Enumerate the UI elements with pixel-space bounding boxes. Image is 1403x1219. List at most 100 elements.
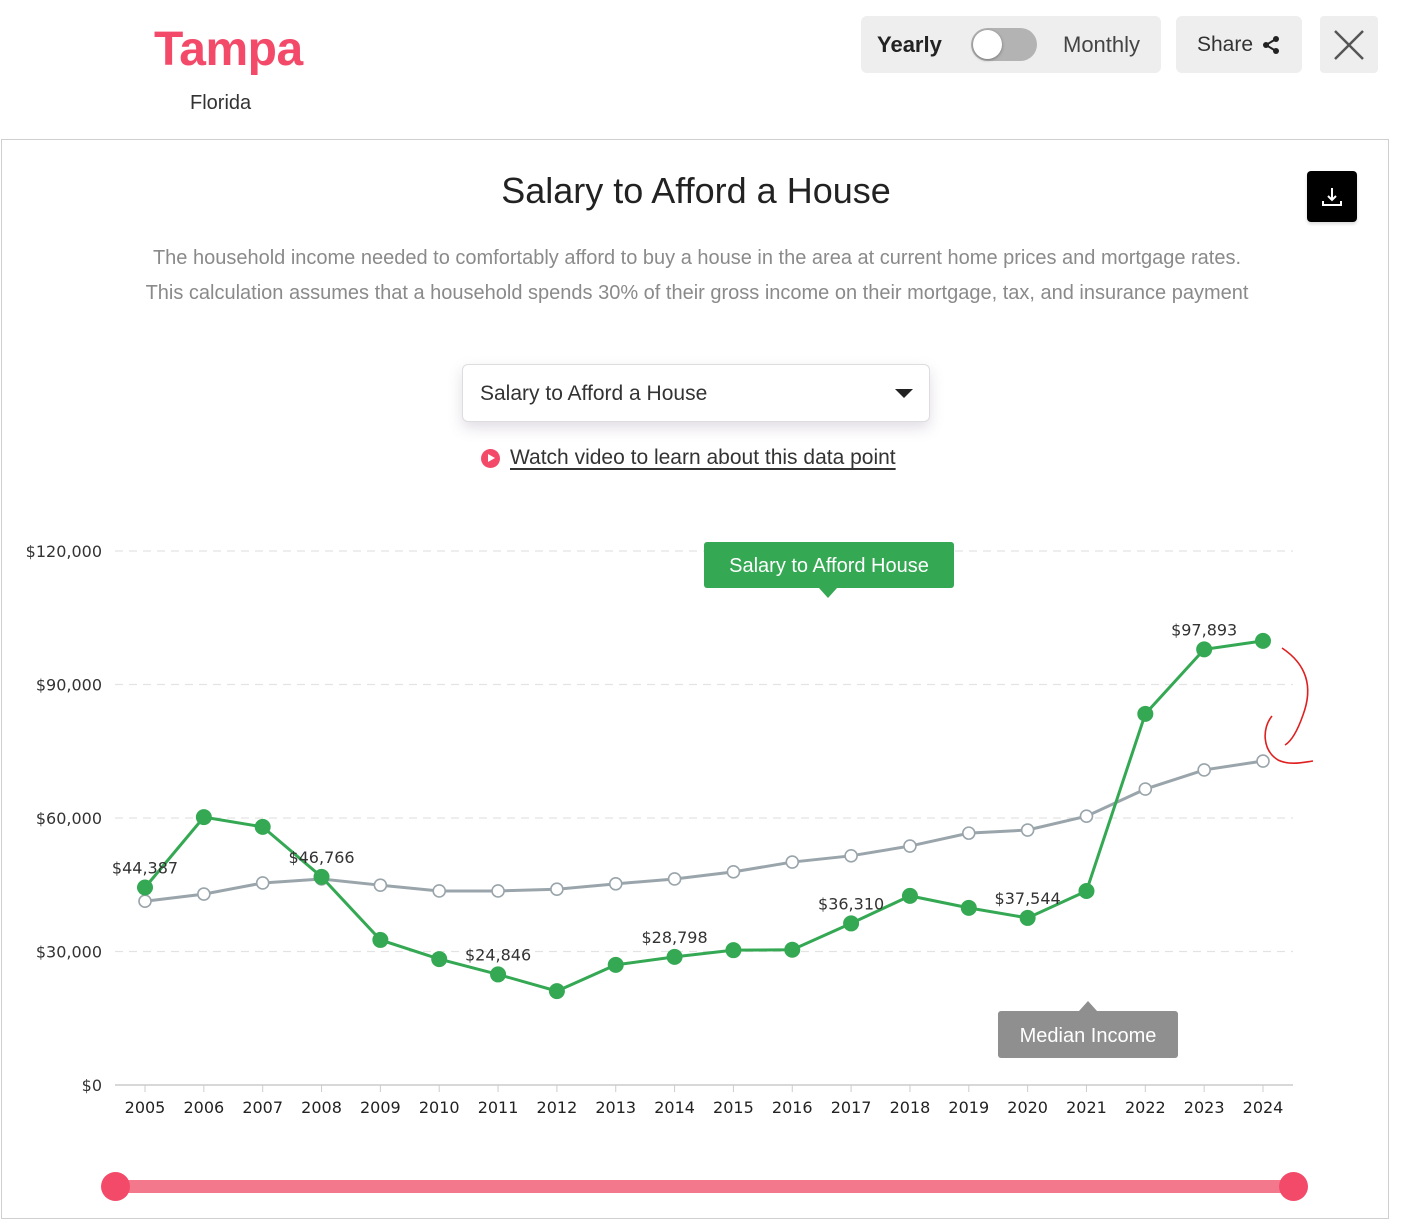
share-label: Share: [1196, 32, 1254, 56]
salary-to-afford-point[interactable]: [901, 887, 918, 904]
close-icon: [1334, 29, 1364, 60]
median-income-point[interactable]: [903, 839, 917, 853]
median-income-point[interactable]: [667, 872, 682, 886]
median-income-point[interactable]: [138, 894, 152, 909]
chart-description: The household income needed to comfortab…: [145, 247, 1249, 304]
data-label: $28,798: [641, 928, 707, 947]
salary-to-afford-point[interactable]: [1078, 882, 1095, 899]
y-tick-label: $60,000: [36, 809, 102, 828]
salary-to-afford-point[interactable]: [372, 931, 389, 948]
y-tick-label: $120,000: [26, 542, 102, 561]
median-income-point[interactable]: [373, 878, 388, 892]
x-tick-label: 2005: [125, 1098, 166, 1117]
legend-salary-callout: [704, 542, 954, 588]
median-income-line: [144, 759, 1264, 903]
salary-to-afford-point[interactable]: [1019, 909, 1036, 926]
median-income-point[interactable]: [961, 826, 976, 840]
x-tick-label: 2006: [183, 1098, 224, 1117]
share-button[interactable]: Share: [1176, 16, 1302, 73]
x-tick-label: 2020: [1007, 1098, 1048, 1117]
data-label: $24,846: [465, 945, 531, 964]
range-slider-start-handle[interactable]: [101, 1172, 130, 1201]
salary-to-afford-point[interactable]: [725, 942, 742, 959]
x-tick-label: 2018: [890, 1098, 931, 1117]
salary-to-afford-point[interactable]: [1196, 641, 1213, 658]
median-income-point[interactable]: [1020, 823, 1035, 837]
median-income-point[interactable]: [432, 884, 447, 898]
median-income-point[interactable]: [1256, 754, 1270, 768]
state-subtitle: Florida: [190, 92, 252, 114]
salary-to-afford-point[interactable]: [137, 879, 153, 896]
x-tick-label: 2009: [360, 1098, 401, 1117]
data-label: $37,544: [995, 889, 1061, 908]
x-tick-label: 2024: [1243, 1098, 1284, 1117]
median-income-point[interactable]: [1079, 809, 1094, 824]
yearly-monthly-toggle-switch[interactable]: [971, 28, 1037, 61]
download-button[interactable]: [1307, 171, 1357, 222]
median-income-point[interactable]: [255, 876, 270, 890]
salary-to-afford-point[interactable]: [1255, 632, 1271, 649]
data-label: $46,766: [288, 848, 354, 867]
median-income-point[interactable]: [491, 884, 505, 898]
y-tick-label: $90,000: [36, 676, 102, 695]
metric-dropdown[interactable]: Salary to Afford a House: [462, 364, 930, 422]
range-slider-track[interactable]: [115, 1180, 1293, 1193]
median-income-point[interactable]: [550, 882, 564, 897]
salary-to-afford-point[interactable]: [843, 915, 860, 932]
x-tick-label: 2015: [713, 1098, 754, 1117]
x-tick-label: 2007: [242, 1098, 283, 1117]
toggle-label-yearly[interactable]: Yearly: [877, 32, 942, 57]
salary-to-afford-point[interactable]: [313, 868, 330, 885]
salary-to-afford-point[interactable]: [607, 956, 624, 973]
x-tick-label: 2021: [1066, 1098, 1107, 1117]
legend-salary-label: Salary to Afford House: [729, 555, 929, 577]
salary-to-afford-point[interactable]: [784, 941, 801, 958]
y-tick-label: $30,000: [36, 943, 102, 962]
data-label: $36,310: [818, 894, 884, 913]
data-label: $44,387: [112, 858, 178, 877]
chevron-down-icon: [895, 389, 913, 398]
legend-median-callout: [998, 1011, 1178, 1058]
legend-salary-pointer: [819, 588, 837, 598]
watch-video-link[interactable]: Watch video to learn about this data poi…: [481, 446, 896, 470]
share-icon: [1263, 35, 1280, 54]
median-income-point[interactable]: [844, 849, 858, 863]
median-income-point[interactable]: [608, 877, 623, 891]
salary-to-afford-point[interactable]: [548, 983, 565, 1000]
city-title: Tampa: [154, 23, 303, 76]
median-income-point[interactable]: [785, 855, 800, 869]
legend-median-pointer: [1079, 1001, 1097, 1011]
y-tick-label: $0: [82, 1076, 102, 1095]
median-income-point[interactable]: [197, 887, 211, 901]
range-slider-end-handle[interactable]: [1279, 1172, 1308, 1201]
x-tick-label: 2013: [595, 1098, 636, 1117]
salary-to-afford-point[interactable]: [431, 951, 448, 968]
median-income-point[interactable]: [1138, 782, 1153, 796]
dropdown-selected-value: Salary to Afford a House: [480, 382, 708, 405]
data-label: $97,893: [1171, 620, 1237, 639]
median-income-point[interactable]: [1197, 763, 1211, 777]
x-tick-label: 2017: [831, 1098, 872, 1117]
x-tick-label: 2010: [419, 1098, 460, 1117]
toggle-label-monthly[interactable]: Monthly: [1063, 32, 1141, 57]
play-icon: [481, 448, 500, 468]
salary-to-afford-point[interactable]: [254, 818, 271, 835]
yearly-monthly-toggle-group: Yearly Monthly: [861, 16, 1161, 73]
legend-median-label: Median Income: [1020, 1025, 1157, 1047]
salary-to-afford-point[interactable]: [195, 809, 212, 826]
page-header: Tampa Florida Yearly Monthly Share: [0, 0, 1403, 139]
salary-to-afford-line: [143, 639, 1264, 993]
x-tick-label: 2012: [537, 1098, 578, 1117]
median-income-point[interactable]: [726, 865, 741, 879]
x-tick-label: 2014: [654, 1098, 695, 1117]
salary-to-afford-point[interactable]: [960, 899, 977, 916]
salary-to-afford-point[interactable]: [490, 966, 507, 983]
x-tick-label: 2011: [478, 1098, 519, 1117]
salary-to-afford-point[interactable]: [1137, 705, 1154, 722]
close-button[interactable]: [1320, 16, 1378, 73]
toggle-knob: [973, 30, 1002, 59]
red-annotation-stroke: [1281, 647, 1309, 746]
salary-to-afford-point[interactable]: [666, 948, 683, 965]
x-tick-label: 2008: [301, 1098, 342, 1117]
